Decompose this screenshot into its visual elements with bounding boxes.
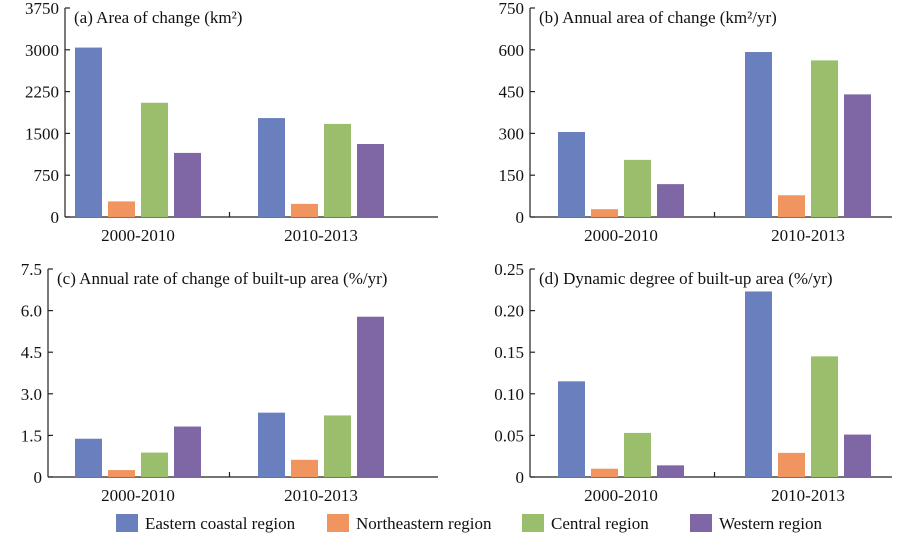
bar-2000-2010-western-region — [657, 465, 684, 477]
bar-2000-2010-northeastern-region — [108, 201, 135, 217]
x-category-label: 2010-2013 — [284, 226, 358, 245]
y-tick-label: 1.5 — [21, 426, 42, 445]
y-tick-label: 0 — [51, 208, 60, 227]
y-tick-label: 300 — [499, 124, 525, 143]
legend-swatch — [116, 514, 138, 532]
bar-2010-2013-central-region — [811, 356, 838, 477]
legend-swatch — [522, 514, 544, 532]
y-tick-label: 0.20 — [494, 302, 524, 321]
bar-2010-2013-northeastern-region — [291, 203, 318, 217]
legend-label: Eastern coastal region — [145, 514, 296, 533]
chart-panel-4: 0 0.05 0.10 0.15 0.20 0.25 2000-2010 2010-2013 (… — [494, 260, 892, 505]
bar-2000-2010-eastern-coastal-region — [75, 47, 102, 218]
y-tick-label: 0.15 — [494, 343, 524, 362]
bar-2010-2013-northeastern-region — [291, 459, 318, 477]
bar-2000-2010-western-region — [174, 426, 201, 477]
y-tick-label: 450 — [499, 83, 525, 102]
bar-2010-2013-eastern-coastal-region — [745, 291, 772, 477]
y-tick-label: 0.25 — [494, 260, 524, 279]
bar-2010-2013-western-region — [844, 434, 871, 477]
bar-2010-2013-central-region — [324, 123, 351, 217]
bar-2010-2013-northeastern-region — [778, 452, 805, 477]
bar-2000-2010-central-region — [624, 432, 651, 477]
y-tick-label: 0 — [34, 468, 43, 487]
legend-label: Western region — [719, 514, 822, 533]
panel-title: (d) Dynamic degree of built-up area (%/y… — [539, 269, 833, 288]
x-category-label: 2000-2010 — [584, 226, 658, 245]
legend-label: Central region — [551, 514, 649, 533]
bar-2000-2010-central-region — [624, 159, 651, 217]
bar-2000-2010-central-region — [141, 452, 168, 477]
y-tick-label: 2250 — [25, 83, 59, 102]
bar-2000-2010-western-region — [174, 152, 201, 217]
chart-panel-1: 0 750 1500 2250 3000 3750 2000-2010 2010-2013 (a… — [25, 0, 438, 245]
y-tick-label: 7.5 — [21, 260, 42, 279]
panel-title: (b) Annual area of change (km²/yr) — [539, 8, 777, 27]
chart-panel-3: 0 1.5 3.0 4.5 6.0 7.5 2000-2010 2010-2013 (c) An… — [21, 260, 438, 505]
bar-2010-2013-eastern-coastal-region — [258, 412, 285, 477]
y-tick-label: 3000 — [25, 41, 59, 60]
bar-2000-2010-northeastern-region — [591, 468, 618, 477]
bar-2010-2013-western-region — [357, 316, 384, 477]
y-tick-label: 0 — [516, 208, 525, 227]
y-tick-label: 3750 — [25, 0, 59, 18]
bar-2010-2013-northeastern-region — [778, 195, 805, 217]
x-category-label: 2000-2010 — [101, 226, 175, 245]
legend-label: Northeastern region — [356, 514, 492, 533]
bar-2010-2013-western-region — [844, 94, 871, 217]
bar-2000-2010-western-region — [657, 184, 684, 217]
panel-title: (c) Annual rate of change of built-up ar… — [57, 269, 387, 288]
y-tick-label: 0 — [516, 468, 525, 487]
y-tick-label: 4.5 — [21, 343, 42, 362]
bar-2010-2013-eastern-coastal-region — [745, 52, 772, 218]
x-category-label: 2000-2010 — [101, 486, 175, 505]
bar-2010-2013-central-region — [324, 415, 351, 477]
y-tick-label: 750 — [34, 166, 60, 185]
panel-title: (a) Area of change (km²) — [74, 8, 242, 27]
y-tick-label: 0.05 — [494, 426, 524, 445]
x-category-label: 2000-2010 — [584, 486, 658, 505]
x-category-label: 2010-2013 — [284, 486, 358, 505]
bar-2000-2010-eastern-coastal-region — [558, 381, 585, 477]
y-tick-label: 0.10 — [494, 385, 524, 404]
x-category-label: 2010-2013 — [771, 486, 845, 505]
y-tick-label: 1500 — [25, 124, 59, 143]
bar-2010-2013-eastern-coastal-region — [258, 118, 285, 217]
bar-2010-2013-central-region — [811, 60, 838, 218]
y-tick-label: 3.0 — [21, 385, 42, 404]
y-tick-label: 150 — [499, 166, 525, 185]
legend: Eastern coastal region Northeastern regio… — [116, 514, 822, 533]
bar-2000-2010-northeastern-region — [108, 470, 135, 477]
bar-2000-2010-central-region — [141, 102, 168, 217]
bar-2000-2010-eastern-coastal-region — [75, 438, 102, 477]
legend-swatch — [327, 514, 349, 532]
y-tick-label: 750 — [499, 0, 525, 18]
chart-panel-2: 0 150 300 450 600 750 2000-2010 2010-2013 (b) An… — [499, 0, 892, 245]
bar-2000-2010-northeastern-region — [591, 209, 618, 217]
legend-swatch — [690, 514, 712, 532]
x-category-label: 2010-2013 — [771, 226, 845, 245]
y-tick-label: 600 — [499, 41, 525, 60]
bar-2000-2010-eastern-coastal-region — [558, 132, 585, 217]
bar-2010-2013-western-region — [357, 143, 384, 217]
y-tick-label: 6.0 — [21, 302, 42, 321]
